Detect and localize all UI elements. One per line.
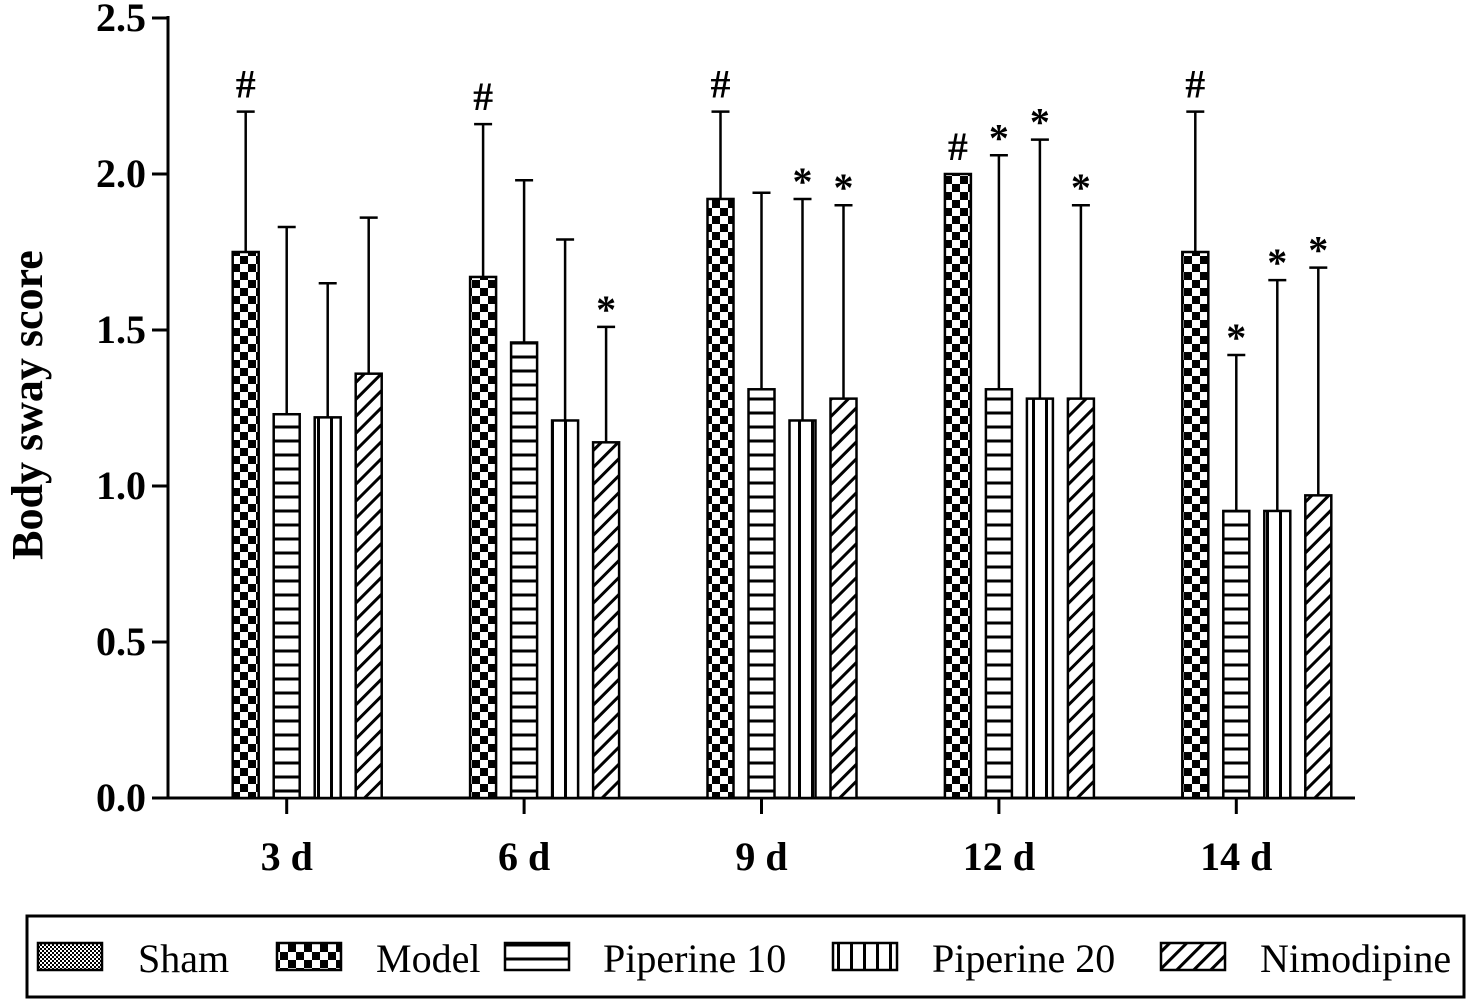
bar-group: # (1181, 62, 1210, 800)
bar (231, 250, 260, 800)
bars: # # * # * * # * * * # * * * (231, 62, 1333, 800)
y-tick-label: 0.5 (96, 619, 146, 664)
bar-group (313, 281, 342, 800)
bar-group (747, 191, 776, 800)
significance-mark: * (834, 165, 854, 210)
bar (1222, 509, 1251, 800)
legend-label: Sham (138, 936, 229, 981)
bar (1181, 250, 1210, 800)
x-tick-label: 3 d (261, 834, 313, 879)
bar (550, 419, 580, 800)
y-axis-label: Body sway score (3, 250, 52, 560)
bar (313, 416, 342, 800)
significance-mark: * (1030, 100, 1050, 145)
bar (943, 172, 973, 800)
bar (706, 197, 735, 800)
significance-mark: # (1185, 62, 1205, 107)
bar-group: * (1025, 100, 1055, 800)
significance-mark: * (1308, 228, 1328, 273)
bar-group: * (788, 159, 817, 800)
significance-mark: * (596, 287, 616, 332)
legend-swatch (275, 941, 343, 972)
significance-mark: # (948, 124, 968, 169)
significance-mark: # (473, 74, 493, 119)
y-tick-label: 1.5 (96, 307, 146, 352)
bar-group (354, 216, 383, 800)
x-tick-label: 9 d (735, 834, 787, 879)
x-tick-label: 14 d (1200, 834, 1272, 879)
bar (829, 397, 858, 800)
bar (1025, 397, 1055, 800)
legend-label: Piperine 10 (603, 936, 786, 981)
bar-group: # (468, 74, 498, 800)
bar-group (509, 178, 539, 800)
bar-group: * (829, 165, 858, 800)
significance-mark: * (793, 159, 813, 204)
bar (509, 341, 539, 800)
bar-group: # (231, 62, 260, 800)
y-tick-label: 2.5 (96, 0, 146, 40)
bar-group: # (706, 62, 735, 800)
legend-frame (25, 914, 1466, 999)
bar (354, 372, 383, 800)
y-tick-label: 2.0 (96, 151, 146, 196)
legend-swatch (36, 941, 104, 972)
legend-label: Model (376, 936, 480, 981)
bar (984, 388, 1014, 800)
y-axis: 0.0 0.5 1.0 1.5 2.0 2.5 (96, 0, 170, 820)
y-tick-label: 1.0 (96, 463, 146, 508)
bar-group: * (1066, 165, 1096, 800)
bar-group: * (591, 287, 621, 800)
x-tick-label: 12 d (963, 834, 1035, 879)
bar-group (550, 238, 580, 800)
bar (1066, 397, 1096, 800)
bar (1304, 494, 1333, 800)
legend-swatch (1159, 941, 1227, 972)
significance-mark: * (1226, 315, 1246, 360)
significance-mark: * (1071, 165, 1091, 210)
bar-group: * (1222, 315, 1251, 800)
bar (747, 388, 776, 800)
bar-group: * (1304, 228, 1333, 800)
legend-label: Nimodipine (1260, 936, 1451, 981)
bar-group (272, 225, 301, 800)
legend-label: Piperine 20 (932, 936, 1115, 981)
bar (591, 441, 621, 800)
legend-swatch (831, 941, 899, 972)
y-tick-label: 0.0 (96, 775, 146, 820)
x-axis: 3 d 6 d 9 d 12 d 14 d (168, 796, 1355, 879)
legend: Sham Model Piperine 10 Piperine 20 Nimodipin… (25, 914, 1466, 999)
x-tick-label: 6 d (498, 834, 550, 879)
significance-mark: * (989, 115, 1009, 160)
bar (788, 419, 817, 800)
bar (272, 412, 301, 800)
legend-swatch (503, 941, 571, 972)
significance-mark: * (1267, 240, 1287, 285)
significance-mark: # (236, 62, 256, 107)
significance-mark: # (711, 62, 731, 107)
bar-group: * (984, 115, 1014, 800)
bar (1263, 509, 1292, 800)
bar-group: # (943, 124, 973, 800)
bar-group: * (1263, 240, 1292, 800)
bar (468, 275, 498, 800)
